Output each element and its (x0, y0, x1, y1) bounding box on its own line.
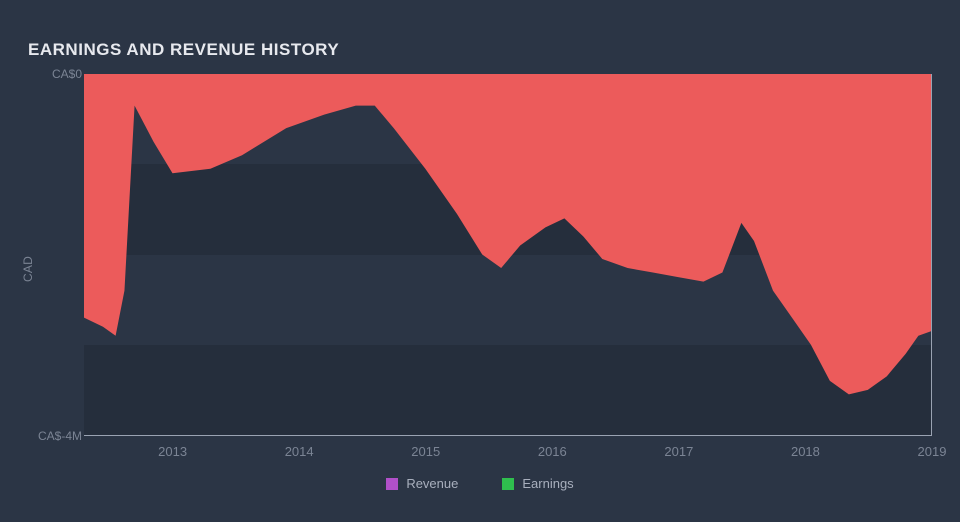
revenue-swatch (386, 478, 398, 490)
chart-container: EARNINGS AND REVENUE HISTORY CAD CA$0CA$… (0, 0, 960, 522)
y-tick: CA$-4M (38, 429, 82, 443)
legend-item-earnings: Earnings (502, 476, 573, 491)
chart-title: EARNINGS AND REVENUE HISTORY (28, 40, 932, 60)
x-tick: 2017 (664, 444, 693, 459)
earnings-swatch (502, 478, 514, 490)
x-tick: 2015 (411, 444, 440, 459)
y-axis: CAD CA$0CA$-4M (28, 74, 84, 464)
legend-label-revenue: Revenue (406, 476, 458, 491)
chart-area: CAD CA$0CA$-4M 2013201420152016201720182… (28, 74, 932, 464)
area-svg (84, 74, 931, 435)
y-tick: CA$0 (52, 67, 82, 81)
x-tick: 2013 (158, 444, 187, 459)
x-tick: 2019 (918, 444, 947, 459)
x-tick: 2018 (791, 444, 820, 459)
legend-item-revenue: Revenue (386, 476, 458, 491)
x-tick: 2014 (285, 444, 314, 459)
y-axis-label: CAD (21, 256, 35, 282)
legend: Revenue Earnings (28, 476, 932, 491)
x-axis: 2013201420152016201720182019 (84, 440, 932, 464)
earnings-area (84, 74, 931, 394)
legend-label-earnings: Earnings (522, 476, 573, 491)
plot-region (84, 74, 932, 436)
x-tick: 2016 (538, 444, 567, 459)
